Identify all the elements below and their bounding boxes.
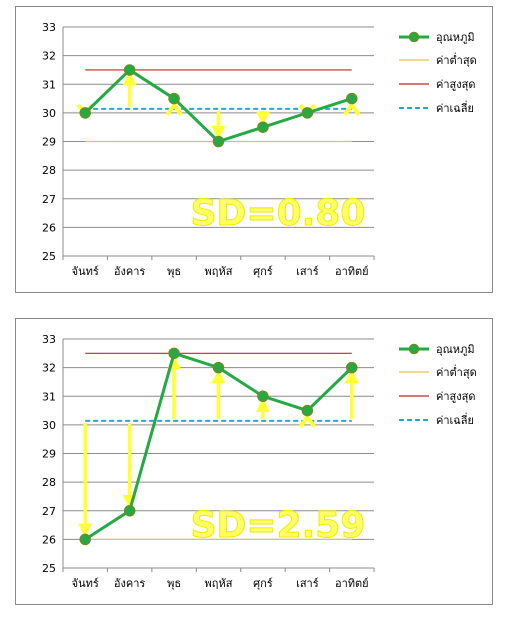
legend-label: ค่าต่ำสุด [436,52,477,67]
temperature-point [257,390,269,402]
legend-label: ค่าสูงสุด [436,78,475,91]
temperature-point [123,505,136,517]
y-tick-label: 25 [42,562,56,575]
x-tick-label: พุธ [167,265,181,278]
y-tick-label: 28 [42,164,56,177]
y-tick-label: 30 [42,419,56,432]
legend-label: ค่าต่ำสุด [436,364,477,379]
y-tick-label: 30 [42,107,56,120]
legend-marker [408,31,420,43]
temperature-point [212,361,225,374]
temperature-point [301,404,314,417]
deviation-arrow [343,101,361,117]
y-tick-label: 33 [42,21,56,34]
y-tick-label: 29 [42,448,56,461]
legend-label: อุณหภูมิ [436,343,475,356]
y-tick-label: 28 [42,476,56,489]
y-tick-label: 26 [42,533,56,546]
y-tick-label: 25 [42,250,56,263]
temperature-point [346,361,358,374]
temperature-point [123,64,136,76]
sd-annotation: SD=0.80 [191,193,366,234]
temperature-point [257,121,269,133]
y-tick-label: 31 [42,390,56,403]
x-tick-label: ศุกร์ [253,577,273,590]
y-tick-label: 31 [42,78,56,91]
temperature-point [168,347,180,360]
x-tick-label: เสาร์ [296,265,319,278]
y-tick-label: 27 [42,193,56,206]
y-tick-label: 29 [42,136,56,149]
y-tick-label: 32 [42,362,56,375]
x-tick-label: จันทร์ [72,265,99,278]
x-tick-label: จันทร์ [72,577,99,590]
chart-2-svg: 25 26 27 28 29 30 31 32 33 จันทร์ อังคาร พุธ พฤหัส ศุ… [42,333,477,590]
legend-marker [408,343,420,355]
sd-annotation: SD=2.59 [191,505,366,546]
legend-label: ค่าเฉลี่ย [436,100,474,115]
temperature-point [79,107,91,119]
x-tick-label: อังคาร [114,265,146,278]
y-tick-label: 32 [42,50,56,63]
temperature-point [346,92,358,105]
legend-label: อุณหภูมิ [436,31,475,44]
x-tick-label: พฤหัส [205,265,233,278]
x-tick-label: ศุกร์ [253,265,273,278]
legend-label: ค่าเฉลี่ย [436,412,474,427]
temperature-point [301,107,314,119]
x-tick-label: อาทิตย์ [335,265,369,278]
x-tick-label: อาทิตย์ [335,577,369,590]
chart-panel-2: 25 26 27 28 29 30 31 32 33 จันทร์ อังคาร พุธ พฤหัส ศุ… [15,318,493,605]
deviation-arrow [298,413,316,429]
x-tick-label: พฤหัส [205,577,233,590]
chart-panel-1: 25 26 27 28 29 30 31 32 33 จันทร์ อังคาร พุธ พฤหัส ศุ… [15,6,493,293]
temperature-point [79,533,91,546]
y-tick-label: 26 [42,221,56,234]
y-tick-label: 33 [42,333,56,346]
x-tick-label: อังคาร [114,577,146,590]
legend-label: ค่าสูงสุด [436,390,475,403]
temperature-point [168,92,180,105]
deviation-arrow [165,101,183,117]
chart-1-svg: 25 26 27 28 29 30 31 32 33 จันทร์ อังคาร พุธ พฤหัส ศุ… [42,21,477,278]
temperature-point [212,135,225,148]
x-tick-label: เสาร์ [296,577,319,590]
y-tick-label: 27 [42,505,56,518]
x-tick-label: พุธ [167,577,181,590]
